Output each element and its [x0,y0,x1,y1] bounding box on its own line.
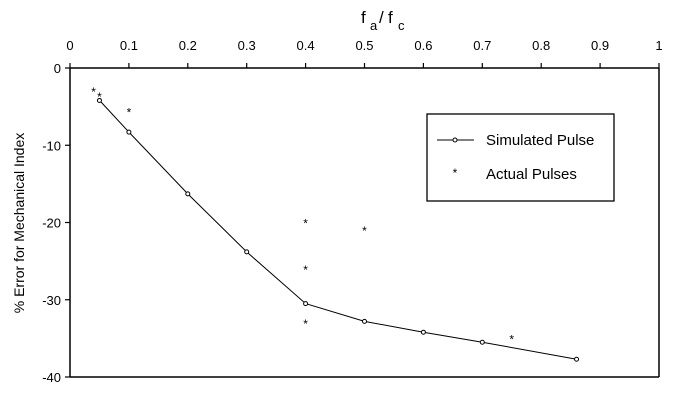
x-axis-title-sub-a: a [370,18,378,33]
legend-label-actual: Actual Pulses [486,166,577,183]
data-point-actual-pulse: * [303,317,308,331]
y-axis-title: % Error for Mechanical Index [11,133,27,314]
legend-label-simulated: Simulated Pulse [486,132,594,149]
data-point-simulated-pulse [362,318,367,324]
y-tick-label: -40 [42,370,61,385]
data-point-simulated-pulse [420,329,426,335]
x-tick-label: 0.7 [473,38,491,53]
y-tick-label: -20 [42,216,61,231]
data-point-simulated-pulse [244,249,250,255]
x-axis-title-f2: f [388,8,393,27]
data-point-actual-pulse: * [97,90,102,104]
data-point-simulated-pulse [185,191,191,197]
x-axis-title-sub-c: c [398,18,405,33]
series-layer: * ******* [91,85,580,362]
data-point-simulated-pulse [574,356,580,362]
x-axis-title: f a / f c [361,8,405,33]
x-tick-label: 0.4 [297,38,315,53]
axes-layer: 0 0.1 0.2 0.3 0.4 0.5 0.6 0.7 0.8 0.9 1 0 -10 -20 -30 -… [42,38,662,385]
data-point-actual-pulse: * [127,105,132,119]
y-tick-label: -10 [42,138,61,153]
legend: Simulated Pulse * Actual Pulses [426,113,615,202]
y-tick-label: -30 [42,293,61,308]
y-tick-label: 0 [54,61,61,76]
data-point-simulated-pulse [303,301,309,307]
data-point-actual-pulse: * [303,217,308,231]
x-tick-label: 0.1 [120,38,138,53]
x-tick-label: 0.6 [414,38,432,53]
data-point-simulated-pulse [479,339,485,345]
x-tick-label: 0 [66,38,73,53]
legend-marker-simulated [452,137,458,143]
data-point-actual-pulse: * [362,224,367,238]
data-point-simulated-pulse [126,129,132,135]
x-axis-title-slash: / [379,8,384,27]
data-point-simulated-pulse [96,97,102,103]
x-tick-label: 0.9 [591,38,609,53]
x-tick-label: 0.5 [355,38,373,53]
data-point-actual-pulse: * [509,332,514,346]
data-point-actual-pulse: * [91,85,96,99]
legend-marker-actual: * [453,166,458,180]
x-tick-label: 0.3 [238,38,256,53]
x-tick-label: 0.8 [532,38,550,53]
legend-box [426,113,615,202]
x-tick-label: 0.2 [179,38,197,53]
data-point-actual-pulse: * [303,263,308,277]
x-axis-title-f1: f [361,8,366,27]
x-tick-label: 1 [655,38,662,53]
